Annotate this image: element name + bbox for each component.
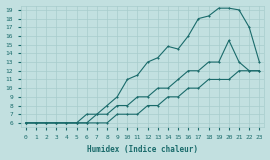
- X-axis label: Humidex (Indice chaleur): Humidex (Indice chaleur): [87, 145, 198, 154]
